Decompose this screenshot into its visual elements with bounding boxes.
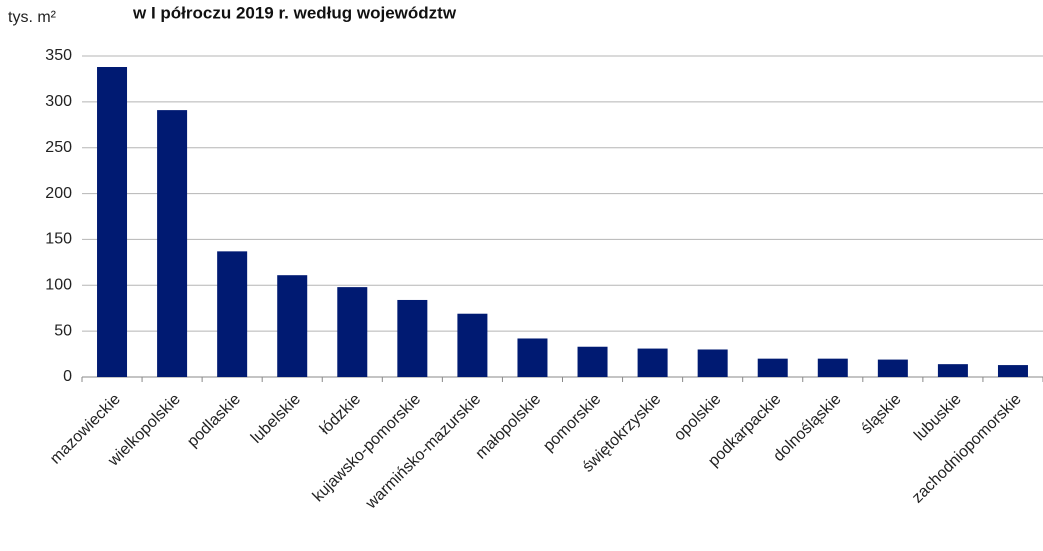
x-tick-label: podlaskie — [184, 391, 244, 451]
bar — [577, 346, 608, 377]
x-tick-label: śląskie — [858, 391, 905, 438]
bar — [697, 349, 728, 377]
bar — [97, 67, 128, 378]
bar — [997, 365, 1028, 377]
bar — [337, 287, 368, 377]
bar — [397, 299, 428, 377]
bar — [517, 338, 548, 377]
y-tick-label: 350 — [45, 47, 72, 64]
x-tick-label: lubuskie — [911, 391, 965, 445]
y-tick-label: 150 — [45, 231, 72, 248]
y-tick-label: 0 — [63, 368, 72, 385]
x-tick-label: zachodniopomorskie — [909, 391, 1025, 507]
x-tick-label: opolskie — [671, 391, 725, 445]
bar — [457, 313, 488, 377]
bar — [817, 358, 848, 377]
bar — [757, 358, 788, 377]
bar — [157, 110, 188, 378]
y-tick-label: 250 — [45, 139, 72, 156]
y-tick-label: 100 — [45, 277, 72, 294]
y-tick-label: 200 — [45, 185, 72, 202]
x-tick-label: łódzkie — [317, 391, 364, 438]
bar — [217, 251, 248, 377]
bar — [937, 364, 968, 377]
x-tick-label: małopolskie — [473, 391, 545, 463]
chart-title: w I półroczu 2019 r. według województw — [132, 3, 457, 22]
x-tick-label: lubelskie — [248, 391, 304, 447]
y-tick-label: 300 — [45, 93, 72, 110]
y-tick-label: 50 — [54, 322, 72, 339]
bar — [637, 348, 668, 377]
x-tick-label: warmińsko-mazurskie — [362, 391, 484, 513]
x-tick-label: pomorskie — [540, 391, 604, 455]
bar — [877, 359, 908, 377]
x-tick-label: kujawsko-pomorskie — [310, 391, 425, 506]
y-axis-label: tys. m² — [8, 9, 57, 26]
bar — [277, 275, 308, 377]
